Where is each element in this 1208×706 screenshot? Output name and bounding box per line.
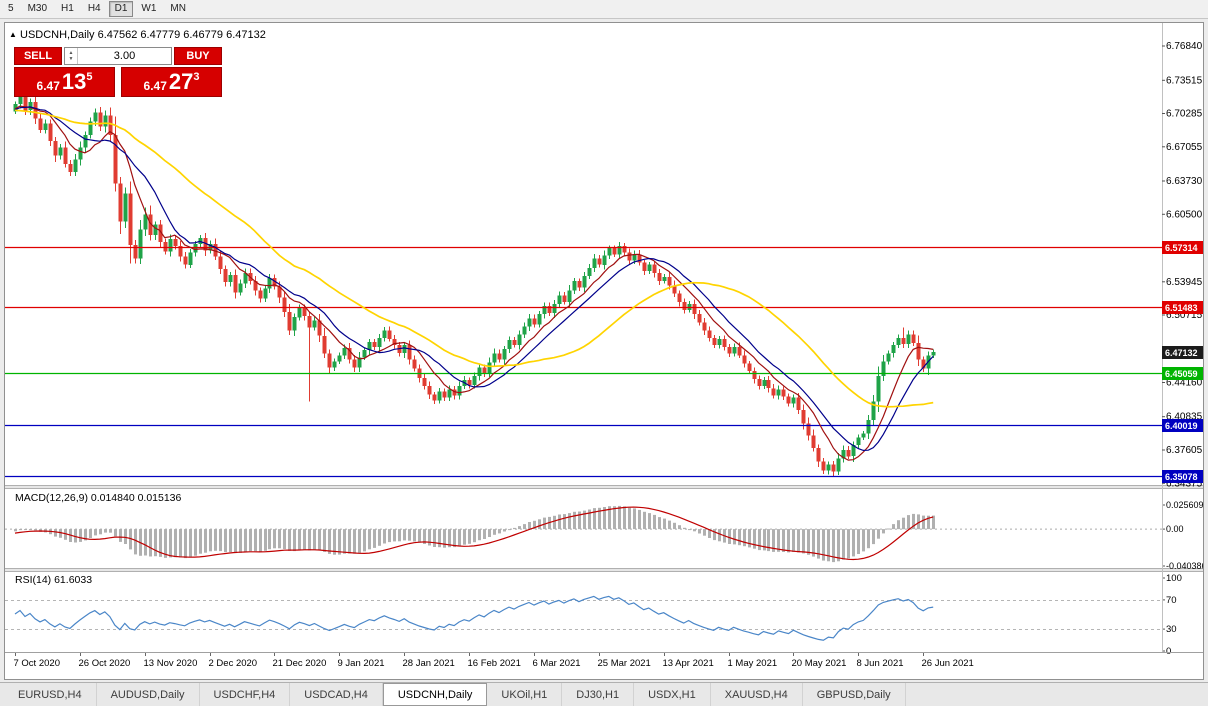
volume-value: 3.00 — [113, 50, 136, 62]
timeframe-button-d1[interactable]: D1 — [108, 1, 134, 17]
time-axis[interactable]: 7 Oct 2020 26 Oct 2020 13 Nov 2020 2 Dec 20… — [14, 653, 974, 669]
spinner-up-icon[interactable]: ▲ — [68, 50, 74, 56]
svg-text:6.40019: 6.40019 — [1165, 421, 1198, 431]
timeframe-button-5[interactable]: 5 — [8, 3, 14, 14]
timeframe-button-h1[interactable]: H1 — [61, 3, 74, 14]
svg-text:6.35078: 6.35078 — [1165, 472, 1198, 482]
macd-layer: 0.025609 0.00 -0.040386 — [5, 500, 1203, 571]
svg-text:2 Dec 2020: 2 Dec 2020 — [209, 658, 258, 669]
svg-text:1 May 2021: 1 May 2021 — [728, 658, 778, 669]
tab-audusd-daily[interactable]: AUDUSD,Daily — [97, 683, 200, 706]
svg-text:26 Oct 2020: 26 Oct 2020 — [79, 658, 131, 669]
price-badges-layer: 6.57314 6.51483 6.45059 6.40019 6.35078 6.471… — [1162, 241, 1203, 483]
rsi-layer: 100 70 30 0 — [5, 573, 1182, 657]
svg-text:26 Jun 2021: 26 Jun 2021 — [922, 658, 974, 669]
svg-text:6.60500: 6.60500 — [1166, 209, 1203, 220]
svg-text:6.73515: 6.73515 — [1166, 75, 1203, 86]
volume-input[interactable]: ▲ ▼ 3.00 — [64, 47, 172, 65]
svg-text:6.51483: 6.51483 — [1165, 303, 1198, 313]
horizontal-lines-layer[interactable] — [5, 246, 1162, 478]
svg-text:9 Jan 2021: 9 Jan 2021 — [338, 658, 385, 669]
buy-price-pips: 27 — [168, 69, 194, 94]
svg-text:7 Oct 2020: 7 Oct 2020 — [14, 658, 60, 669]
svg-text:28 Jan 2021: 28 Jan 2021 — [403, 658, 455, 669]
buy-price-sup: 3 — [193, 71, 200, 83]
sell-price-pips: 13 — [61, 69, 87, 94]
sell-button[interactable]: SELL — [14, 47, 62, 65]
chart-ohlc-header: USDCNH,Daily 6.47562 6.47779 6.46779 6.4… — [20, 29, 266, 41]
rsi-indicator-label: RSI(14) 61.6033 — [15, 574, 93, 586]
svg-text:6.57314: 6.57314 — [1165, 243, 1198, 253]
timeframe-button-mn[interactable]: MN — [170, 3, 186, 14]
buy-price-base: 6.47 — [143, 78, 167, 93]
timeframe-button-w1[interactable]: W1 — [141, 3, 157, 14]
svg-text:0.00: 0.00 — [1166, 524, 1184, 534]
tab-usdcnh-daily[interactable]: USDCNH,Daily — [382, 683, 488, 706]
svg-text:21 Dec 2020: 21 Dec 2020 — [273, 658, 327, 669]
candles-layer — [13, 87, 936, 476]
timeframe-button-h4[interactable]: H4 — [87, 3, 101, 14]
tab-xauusd-h4[interactable]: XAUUSD,H4 — [711, 683, 803, 706]
timeframe-toolbar: 5 M30 H1 H4 D1 W1 MN — [0, 0, 1208, 19]
chart-canvas[interactable]: 0.025609 0.00 -0.040386 100 70 30 0 7 Oct 2020 2… — [5, 23, 1203, 679]
svg-text:6.50715: 6.50715 — [1166, 310, 1203, 321]
volume-spinner[interactable]: ▲ ▼ — [65, 48, 78, 64]
timeframe-button-m30[interactable]: M30 — [27, 3, 48, 14]
svg-text:0.025609: 0.025609 — [1166, 500, 1203, 510]
svg-text:30: 30 — [1166, 624, 1177, 635]
svg-text:8 Jun 2021: 8 Jun 2021 — [857, 658, 904, 669]
buy-button[interactable]: BUY — [174, 47, 222, 65]
moving-averages-layer — [14, 105, 934, 461]
sell-price-sup: 5 — [86, 71, 93, 83]
svg-text:6.44160: 6.44160 — [1166, 378, 1203, 389]
one-click-panel-toggle-icon[interactable]: ▲ — [9, 30, 17, 39]
svg-text:13 Apr 2021: 13 Apr 2021 — [663, 658, 714, 669]
sell-price-button[interactable]: 6.47 13 5 — [14, 67, 115, 97]
svg-text:20 May 2021: 20 May 2021 — [792, 658, 847, 669]
svg-text:6 Mar 2021: 6 Mar 2021 — [533, 658, 581, 669]
svg-text:70: 70 — [1166, 595, 1177, 606]
svg-text:6.53945: 6.53945 — [1166, 277, 1203, 288]
macd-indicator-label: MACD(12,26,9) 0.014840 0.015136 — [15, 492, 182, 504]
price-axis[interactable]: 6.76840 6.73515 6.70285 6.67055 6.63730 6.605… — [1162, 41, 1203, 489]
tab-ukoil-h1[interactable]: UKOil,H1 — [487, 683, 563, 706]
svg-text:6.40835: 6.40835 — [1166, 412, 1203, 423]
tab-gbpusd-daily[interactable]: GBPUSD,Daily — [803, 683, 906, 706]
tab-usdx-h1[interactable]: USDX,H1 — [634, 683, 711, 706]
spinner-down-icon[interactable]: ▼ — [68, 56, 74, 62]
chart-tabs: EURUSD,H4 AUDUSD,Daily USDCHF,H4 USDCAD,H4 U… — [0, 682, 1208, 706]
tab-eurusd-h4[interactable]: EURUSD,H4 — [4, 683, 97, 706]
svg-text:6.47132: 6.47132 — [1165, 348, 1198, 358]
svg-text:13 Nov 2020: 13 Nov 2020 — [144, 658, 198, 669]
svg-text:6.45059: 6.45059 — [1165, 369, 1198, 379]
tab-dj30-h1[interactable]: DJ30,H1 — [562, 683, 635, 706]
svg-text:100: 100 — [1166, 573, 1182, 584]
tab-usdcad-h4[interactable]: USDCAD,H4 — [290, 683, 383, 706]
svg-text:6.67055: 6.67055 — [1166, 142, 1203, 153]
svg-text:25 Mar 2021: 25 Mar 2021 — [598, 658, 651, 669]
svg-text:6.76840: 6.76840 — [1166, 41, 1203, 52]
svg-text:6.37605: 6.37605 — [1166, 445, 1203, 456]
svg-text:6.34375: 6.34375 — [1166, 478, 1203, 489]
svg-text:-0.040386: -0.040386 — [1166, 561, 1203, 571]
one-click-trading-panel: SELL ▲ ▼ 3.00 BUY 6.47 13 5 6.47 27 3 — [14, 47, 222, 97]
svg-text:6.63730: 6.63730 — [1166, 176, 1203, 187]
svg-text:16 Feb 2021: 16 Feb 2021 — [468, 658, 521, 669]
chart-window: 0.025609 0.00 -0.040386 100 70 30 0 7 Oct 2020 2… — [4, 22, 1204, 680]
symbol-ohlc-text: USDCNH,Daily 6.47562 6.47779 6.46779 6.4… — [20, 29, 266, 41]
buy-price-button[interactable]: 6.47 27 3 — [121, 67, 222, 97]
svg-text:6.70285: 6.70285 — [1166, 109, 1203, 120]
svg-text:0: 0 — [1166, 646, 1171, 657]
tab-usdchf-h4[interactable]: USDCHF,H4 — [200, 683, 291, 706]
sell-price-base: 6.47 — [36, 78, 60, 93]
